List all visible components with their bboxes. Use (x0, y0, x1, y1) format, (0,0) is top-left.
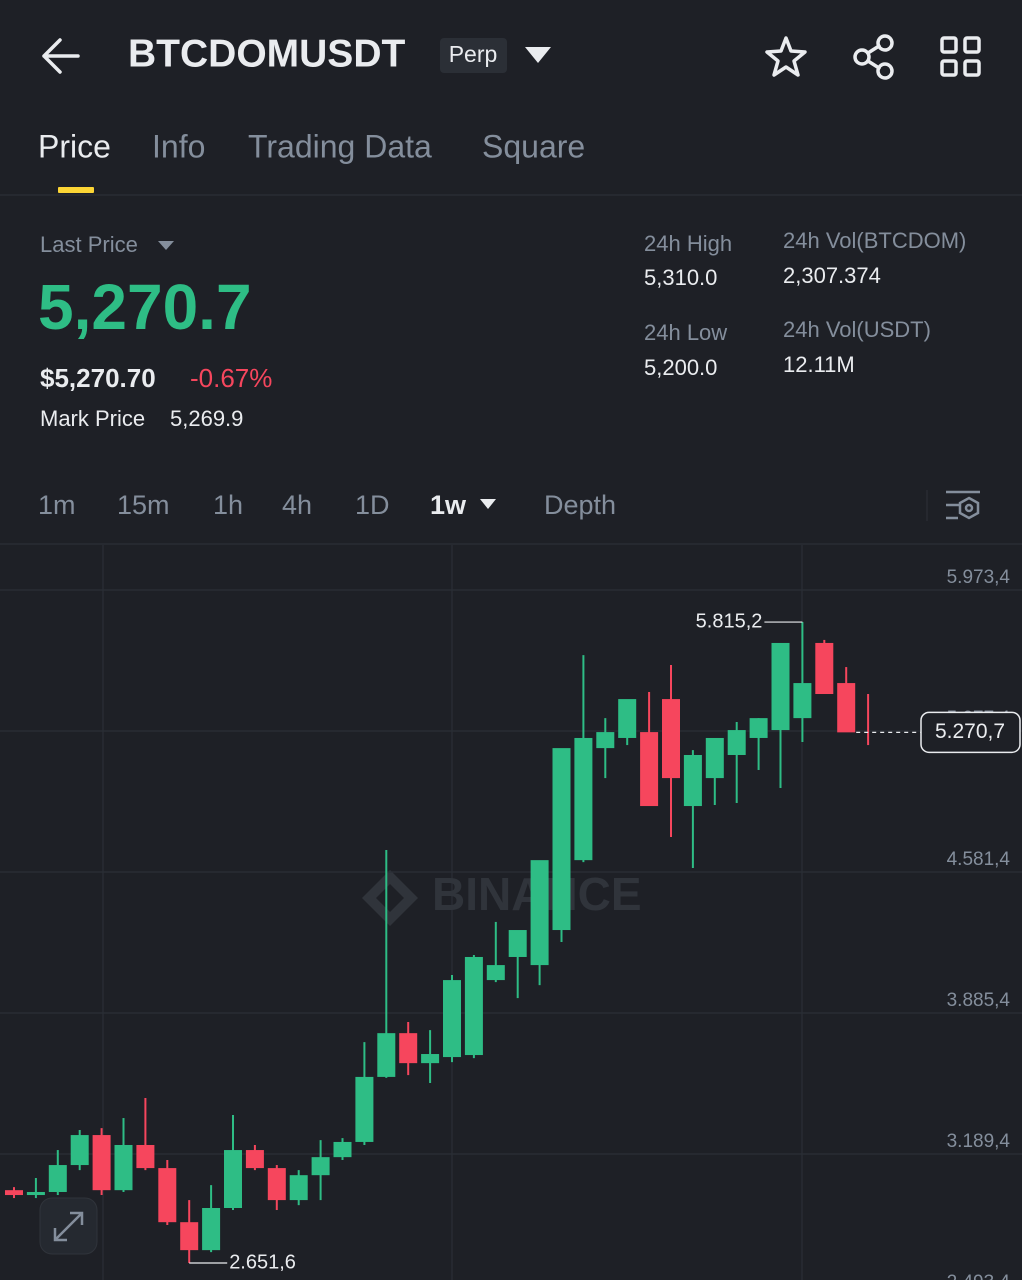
candle-body (311, 1157, 330, 1176)
watermark-logo (362, 870, 418, 926)
stat-label: 24h High (644, 231, 732, 256)
back-button[interactable] (42, 38, 80, 74)
stat-value: 2,307.374 (783, 263, 881, 288)
candle-body (48, 1165, 67, 1192)
candle-body (333, 1141, 352, 1158)
candle-body (377, 1033, 396, 1077)
usd-price: $5,270.70 (40, 363, 156, 393)
menu[interactable] (940, 36, 981, 77)
candle-body (640, 732, 659, 807)
interval[interactable]: 1w (430, 490, 467, 520)
candle-body (793, 683, 812, 719)
symbol-dropdown[interactable] (525, 47, 551, 63)
interval[interactable]: 15m (117, 490, 170, 520)
y-tick-label: 5.973,4 (947, 567, 1011, 588)
last-price-tag: 5.270,7 (935, 720, 1005, 743)
interval[interactable]: 1h (213, 490, 243, 520)
candle-body (596, 732, 615, 749)
candle-body (771, 642, 790, 731)
stat-label: 24h Vol(BTCDOM) (783, 228, 966, 253)
candle-body (662, 699, 680, 779)
tab[interactable]: Square (482, 128, 585, 164)
candle-body (399, 1033, 418, 1064)
candle-body (224, 1150, 242, 1208)
y-tick-label: 4.581,4 (947, 849, 1011, 870)
mark-price-label: Mark Price (40, 406, 145, 431)
candle-body (837, 683, 856, 733)
candle-body (180, 1222, 199, 1251)
candle-body (421, 1054, 440, 1064)
stat-label: 24h Vol(USDT) (783, 317, 931, 342)
last-price: 5,270.7 (38, 271, 252, 343)
candle-body (683, 754, 702, 807)
annotation-label: 5.815,2 (696, 610, 763, 632)
active-tab-indicator (58, 187, 94, 193)
interval[interactable]: Depth (544, 490, 616, 520)
candle-body (267, 1168, 286, 1201)
stat-value: 12.11M (783, 352, 855, 377)
tab[interactable]: Info (152, 128, 205, 164)
candle-body (618, 699, 637, 738)
candle-body (355, 1076, 374, 1142)
favorite[interactable] (765, 36, 807, 77)
candle-body (5, 1190, 23, 1196)
annotation-label: 2.651,6 (229, 1251, 296, 1273)
price-change: -0.67% (190, 363, 272, 393)
candle-body (574, 737, 593, 861)
candle-body (158, 1168, 177, 1223)
candle-body (114, 1144, 133, 1191)
stat-value: 5,310.0 (644, 265, 717, 290)
candle-body (289, 1175, 308, 1201)
candle-body (705, 737, 724, 779)
last-price-label: Last Price (40, 232, 138, 257)
y-tick-label: 2.493,4 (947, 1272, 1011, 1280)
last-price-dropdown[interactable] (158, 241, 174, 250)
candle-body (26, 1191, 45, 1196)
candle-body (464, 956, 483, 1056)
candle-body (749, 718, 768, 738)
interval[interactable]: 1D (355, 490, 390, 520)
stat-label: 24h Low (644, 320, 727, 345)
candle-body (508, 930, 527, 957)
share[interactable] (853, 34, 894, 80)
badge-bg (440, 38, 507, 73)
candle-body (552, 748, 571, 931)
symbol: BTCDOMUSDT (128, 32, 405, 75)
candle-body (92, 1135, 111, 1191)
interval-dropdown[interactable] (480, 499, 496, 509)
candle-body (136, 1144, 155, 1169)
interval[interactable]: 1m (38, 490, 76, 520)
y-tick-label: 3.885,4 (947, 990, 1011, 1011)
mark-price: 5,269.9 (170, 406, 243, 431)
chart-settings[interactable] (946, 490, 980, 520)
candle-body (530, 860, 549, 966)
candle-body (245, 1150, 264, 1169)
candle-body (443, 980, 461, 1058)
candle-body (70, 1135, 89, 1166)
last-price-box (920, 711, 1021, 754)
expand-icon (53, 1211, 84, 1242)
y-tick-label: 3.189,4 (947, 1131, 1011, 1152)
stat-value: 5,200.0 (644, 355, 717, 380)
candle-body (727, 730, 746, 755)
tab[interactable]: Price (38, 128, 111, 164)
tab[interactable]: Trading Data (248, 128, 432, 164)
candle-body (486, 965, 505, 981)
candle-body (202, 1207, 221, 1251)
badge: Perp (449, 41, 498, 67)
interval[interactable]: 4h (282, 490, 312, 520)
candle-body (815, 642, 834, 695)
